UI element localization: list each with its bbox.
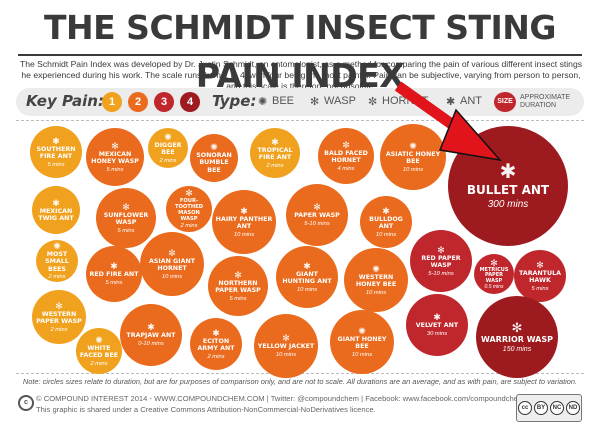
bubble-four-toothed-mason-wasp: ✻ FOUR-TOOTHED MASON WASP 2 mins (166, 186, 212, 232)
bubble-white-faced-bee: ✺ WHITE FACED BEE 2 mins (76, 328, 122, 374)
wasp-icon: ✻ (490, 257, 498, 268)
bubble-yellow-jacket: ✻ YELLOW JACKET 10 mins (254, 314, 318, 378)
page-title: THE SCHMIDT INSECT STING PAIN INDEX (44, 8, 556, 95)
type-wasp: WASP (324, 95, 356, 107)
ant-icon: ✱ (499, 160, 517, 183)
bubble-hairy-panther-ant: ✱ HAIRY PANTHER ANT 10 mins (212, 190, 276, 254)
key-pain-label: Key Pain: (26, 92, 104, 110)
bubble-giant-hunting-ant: ✱ GIANT HUNTING ANT 10 mins (276, 246, 338, 308)
bee-icon: ✺ (372, 263, 380, 274)
bee-icon: ✺ (53, 240, 61, 251)
cc-icon: cc (518, 401, 532, 415)
pain-level-3: 3 (154, 92, 174, 112)
bubble-western-paper-wasp: ✻ WESTERN PAPER WASP 2 mins (32, 290, 86, 344)
type-bee: BEE (272, 95, 295, 107)
ant-icon: ✱ (446, 96, 456, 108)
bubble-tropical-fire-ant: ✱ TROPICAL FIRE ANT 2 mins (250, 128, 300, 178)
footnote: Note: circles sizes relate to duration, … (22, 377, 578, 386)
bubble-paper-wasp: ✻ PAPER WASP 5-10 mins (286, 184, 348, 246)
bee-icon: ✺ (358, 325, 366, 336)
bubble-northern-paper-wasp: ✻ NORTHERN PAPER WASP 5 mins (208, 256, 268, 316)
wasp-icon: ✻ (122, 201, 130, 212)
wasp-icon: ✻ (55, 300, 63, 311)
size-badge: SIZE (494, 92, 516, 112)
pain-level-1: 1 (102, 92, 122, 112)
footer: c © COMPOUND INTEREST 2014 - WWW.COMPOUN… (0, 392, 600, 424)
bubble-sunflower-wasp: ✻ SUNFLOWER WASP 5 mins (96, 188, 156, 248)
footer-licence: This graphic is shared under a Creative … (36, 405, 376, 414)
ant-icon: ✱ (382, 205, 390, 216)
bubble-bald-faced-hornet: ✼ BALD FACED HORNET 4 mins (318, 128, 374, 184)
type-ant: ANT (460, 95, 482, 107)
ant-icon: ✱ (212, 327, 220, 338)
ant-icon: ✱ (147, 322, 155, 333)
bubble-southern-fire-ant: ✱ SOUTHERN FIRE ANT 5 mins (30, 126, 82, 178)
bubble-mexican-honey-wasp: ✻ MEXICAN HONEY WASP 5 mins (86, 128, 144, 186)
wasp-icon: ✻ (511, 319, 523, 335)
approx-duration-label: APPROXIMATE DURATION (520, 94, 571, 109)
ant-icon: ✱ (271, 136, 279, 147)
bubble-bulldog-ant: ✱ BULLDOG ANT 10 mins (360, 196, 412, 248)
bubble-warrior-wasp: ✻ WARRIOR WASP 150 mins (476, 296, 558, 378)
wasp-icon: ✻ (536, 259, 544, 270)
key-type-label: Type: (212, 92, 257, 110)
bubble-digger-bee: ✺ DIGGER BEE 2 mins (148, 128, 188, 168)
bubble-metricus-paper-wasp: ✻ METRICUS PAPER WASP 0.5 mins (474, 254, 514, 294)
bubble-most-small-bees: ✺ MOST SMALL BEES 2 mins (36, 240, 78, 282)
bubble-red-paper-wasp: ✻ RED PAPER WASP 5-10 mins (410, 230, 472, 292)
creative-commons-badge: cc BY NC ND (516, 394, 582, 422)
hornet-icon: ✼ (168, 247, 176, 258)
ant-icon: ✱ (303, 260, 311, 271)
wasp-icon: ✻ (313, 202, 321, 213)
wasp-icon: ✻ (282, 333, 290, 344)
bubble-asian-giant-hornet: ✼ ASIAN GIANT HORNET 10 mins (140, 232, 204, 296)
bubble-western-honey-bee: ✺ WESTERN HONEY BEE 10 mins (344, 248, 408, 312)
bubble-eciton-army-ant: ✱ ECITON ARMY ANT 2 mins (190, 318, 242, 370)
nc-icon: NC (550, 401, 564, 415)
ant-icon: ✱ (52, 197, 60, 208)
bubble-giant-honey-bee: ✺ GIANT HONEY BEE 10 mins (330, 310, 394, 374)
bee-icon: ✺ (210, 141, 218, 152)
bee-icon: ✺ (409, 140, 417, 151)
hornet-icon: ✼ (368, 96, 378, 108)
ant-icon: ✱ (433, 312, 441, 323)
by-icon: BY (534, 401, 548, 415)
intro-text: The Schmidt Pain Index was developed by … (19, 59, 583, 91)
bubble-red-fire-ant: ✱ RED FIRE ANT 5 mins (86, 246, 142, 302)
pain-level-2: 2 (128, 92, 148, 112)
ant-icon: ✱ (240, 205, 248, 216)
wasp-icon: ✻ (234, 269, 242, 280)
bubble-tarantula-hawk: ✻ TARANTULA HAWK 5 mins (514, 250, 566, 302)
bubble-bullet-ant: ✱ BULLET ANT 300 mins (446, 124, 570, 248)
bubble-velvet-ant: ✱ VELVET ANT 30 mins (406, 294, 468, 356)
wasp-icon: ✻ (310, 96, 320, 108)
wasp-icon: ✻ (437, 244, 445, 255)
wasp-icon: ✻ (111, 140, 119, 151)
key-bar: Key Pain: 1 2 3 4 Type: ✺ BEE ✻ WASP ✼ H… (16, 88, 584, 116)
wasp-icon: ✻ (185, 188, 193, 198)
ant-icon: ✱ (110, 261, 118, 272)
bubble-sonoran-bumble-bee: ✺ SONORAN BUMBLE BEE (190, 134, 238, 182)
bee-icon: ✺ (95, 334, 103, 345)
bee-icon: ✺ (258, 96, 268, 108)
bee-icon: ✺ (164, 131, 172, 142)
footer-credits: © COMPOUND INTEREST 2014 - WWW.COMPOUNDC… (36, 394, 525, 403)
nd-icon: ND (566, 401, 580, 415)
bubble-mexican-twig-ant: ✱ MEXICAN TWIG ANT (32, 186, 80, 234)
ant-icon: ✱ (52, 135, 60, 146)
bubble-asiatic-honey-bee: ✺ ASIATIC HONEY BEE 10 mins (380, 124, 446, 190)
bubble-trapjaw-ant: ✱ TRAPJAW ANT 0-10 mins (120, 304, 182, 366)
hornet-icon: ✼ (342, 139, 350, 150)
title-divider (18, 54, 582, 56)
compound-interest-logo: c (18, 395, 34, 411)
pain-level-4: 4 (180, 92, 200, 112)
